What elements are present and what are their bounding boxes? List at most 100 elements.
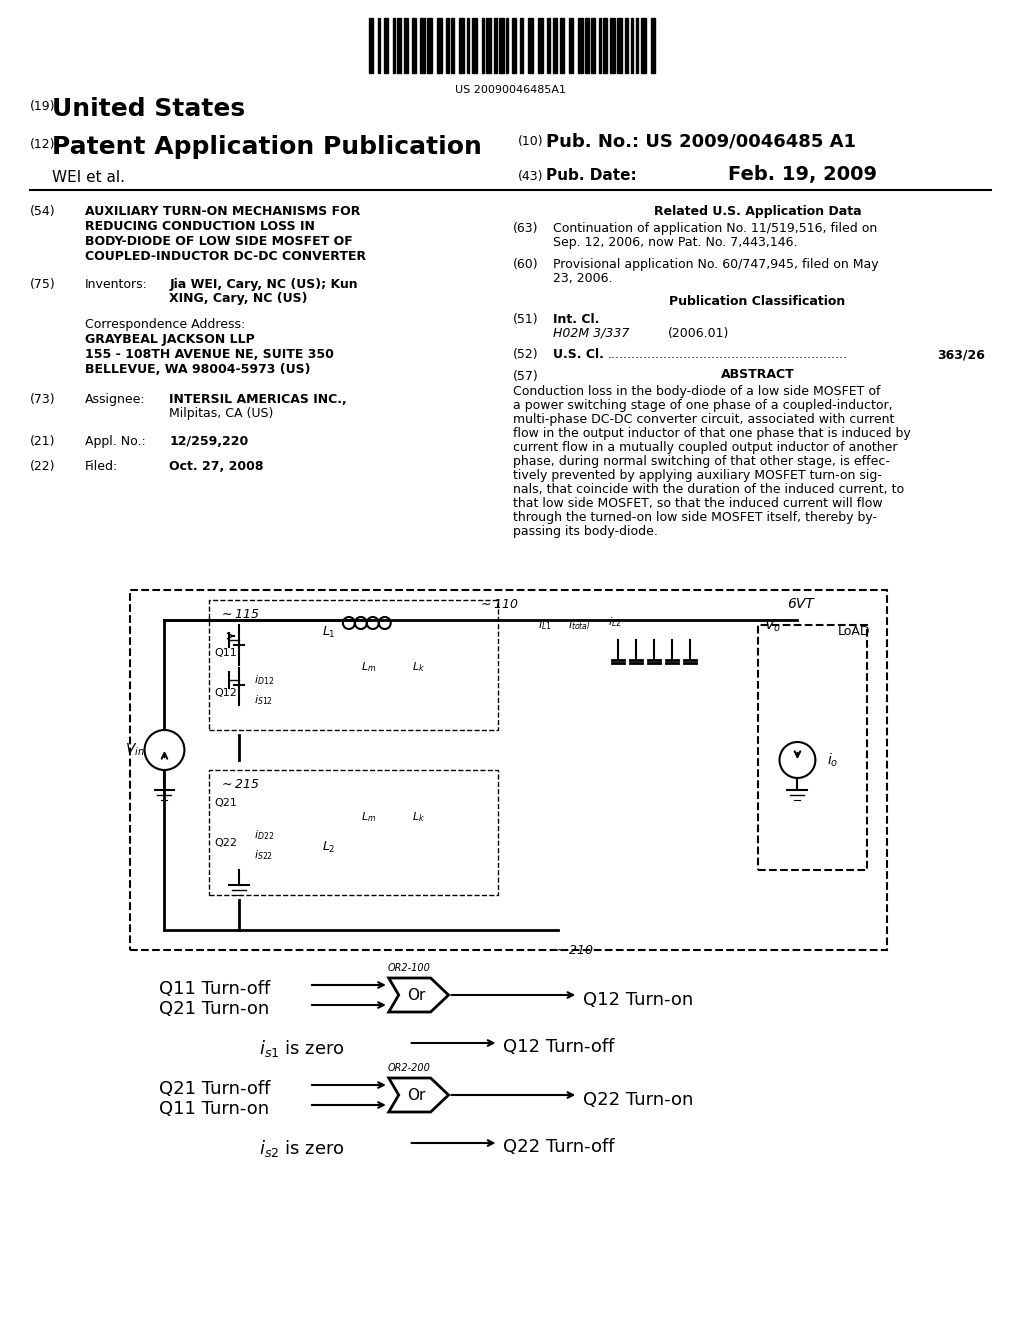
Text: Appl. No.:: Appl. No.:: [85, 436, 145, 447]
Bar: [467, 18, 469, 73]
Text: Milpitas, CA (US): Milpitas, CA (US): [169, 407, 273, 420]
Text: tively prevented by applying auxiliary MOSFET turn-on sig-: tively prevented by applying auxiliary M…: [513, 469, 883, 482]
Bar: [631, 18, 633, 73]
Text: Assignee:: Assignee:: [85, 393, 145, 407]
Text: multi-phase DC-DC converter circuit, associated with current: multi-phase DC-DC converter circuit, ass…: [513, 413, 895, 426]
Text: Or: Or: [408, 1088, 426, 1102]
Bar: [636, 18, 638, 73]
Text: Filed:: Filed:: [85, 459, 118, 473]
Text: (54): (54): [30, 205, 55, 218]
Text: (63): (63): [513, 222, 539, 235]
Text: U.S. Cl.: U.S. Cl.: [553, 348, 604, 360]
Text: $\mathregular{\sim}$115: $\mathregular{\sim}$115: [219, 609, 260, 620]
Text: $i_{D22}$: $i_{D22}$: [254, 828, 274, 842]
Text: 23, 2006.: 23, 2006.: [553, 272, 612, 285]
Text: $\sim$210: $\sim$210: [553, 944, 594, 957]
Bar: [393, 18, 394, 73]
Circle shape: [779, 742, 815, 777]
Bar: [528, 18, 534, 73]
Text: 363/26: 363/26: [937, 348, 985, 360]
Text: H02M 3/337: H02M 3/337: [553, 327, 630, 341]
Text: LoAD: LoAD: [838, 624, 869, 638]
Text: Q11 Turn-on: Q11 Turn-on: [160, 1100, 269, 1118]
Bar: [569, 18, 573, 73]
Bar: [396, 18, 400, 73]
Text: Q12: Q12: [214, 688, 238, 698]
Text: $L_2$: $L_2$: [323, 840, 336, 855]
Text: (43): (43): [518, 170, 544, 183]
Bar: [539, 18, 544, 73]
Text: $L_m$: $L_m$: [361, 810, 377, 824]
Text: (52): (52): [513, 348, 539, 360]
Text: Pub. No.: US 2009/0046485 A1: Pub. No.: US 2009/0046485 A1: [546, 132, 856, 150]
Circle shape: [144, 730, 184, 770]
Text: $L_k$: $L_k$: [413, 810, 425, 824]
Bar: [412, 18, 416, 73]
Text: BELLEVUE, WA 98004-5973 (US): BELLEVUE, WA 98004-5973 (US): [85, 363, 310, 376]
Text: Q21: Q21: [214, 799, 238, 808]
Text: Inventors:: Inventors:: [85, 279, 147, 290]
Text: (73): (73): [30, 393, 55, 407]
Text: OR2-100: OR2-100: [387, 964, 430, 973]
Bar: [547, 18, 550, 73]
Text: (22): (22): [30, 459, 55, 473]
Text: Sep. 12, 2006, now Pat. No. 7,443,146.: Sep. 12, 2006, now Pat. No. 7,443,146.: [553, 236, 798, 249]
Bar: [758, 624, 867, 870]
Bar: [591, 18, 595, 73]
Text: BODY-DIODE OF LOW SIDE MOSFET OF: BODY-DIODE OF LOW SIDE MOSFET OF: [85, 235, 352, 248]
Bar: [369, 18, 373, 73]
Bar: [209, 601, 499, 730]
Text: $V_o$: $V_o$: [764, 618, 781, 635]
Text: Jia WEI, Cary, NC (US); Kun: Jia WEI, Cary, NC (US); Kun: [169, 279, 358, 290]
Text: 155 - 108TH AVENUE NE, SUITE 350: 155 - 108TH AVENUE NE, SUITE 350: [85, 348, 334, 360]
Text: Q12 Turn-on: Q12 Turn-on: [583, 991, 693, 1008]
Text: $i_{L1}$: $i_{L1}$: [539, 618, 552, 632]
Text: Conduction loss in the body-diode of a low side MOSFET of: Conduction loss in the body-diode of a l…: [513, 385, 881, 399]
Text: Correspondence Address:: Correspondence Address:: [85, 318, 245, 331]
Text: that low side MOSFET, so that the induced current will flow: that low side MOSFET, so that the induce…: [513, 498, 883, 510]
Bar: [625, 18, 628, 73]
Text: Q12 Turn-off: Q12 Turn-off: [504, 1038, 614, 1056]
Text: (57): (57): [513, 370, 539, 383]
Text: $V_{in}$: $V_{in}$: [125, 742, 144, 758]
Text: a power switching stage of one phase of a coupled-inductor,: a power switching stage of one phase of …: [513, 399, 893, 412]
Bar: [403, 18, 408, 73]
Text: $L_k$: $L_k$: [413, 660, 425, 673]
Text: AUXILIARY TURN-ON MECHANISMS FOR: AUXILIARY TURN-ON MECHANISMS FOR: [85, 205, 360, 218]
Text: (12): (12): [30, 139, 55, 150]
Text: GRAYBEAL JACKSON LLP: GRAYBEAL JACKSON LLP: [85, 333, 255, 346]
Text: phase, during normal switching of that other stage, is effec-: phase, during normal switching of that o…: [513, 455, 890, 469]
Text: Continuation of application No. 11/519,516, filed on: Continuation of application No. 11/519,5…: [553, 222, 878, 235]
Text: $i_{L2}$: $i_{L2}$: [608, 615, 622, 628]
Bar: [459, 18, 464, 73]
Text: ABSTRACT: ABSTRACT: [721, 368, 795, 381]
Text: 6VT: 6VT: [787, 597, 814, 611]
Text: REDUCING CONDUCTION LOSS IN: REDUCING CONDUCTION LOSS IN: [85, 220, 314, 234]
Bar: [599, 18, 601, 73]
Text: $i_{total}$: $i_{total}$: [568, 618, 591, 632]
Bar: [420, 18, 425, 73]
Text: current flow in a mutually coupled output inductor of another: current flow in a mutually coupled outpu…: [513, 441, 898, 454]
Bar: [553, 18, 557, 73]
Text: $i_{s2}$ is zero: $i_{s2}$ is zero: [259, 1138, 345, 1159]
Text: Patent Application Publication: Patent Application Publication: [52, 135, 481, 158]
Text: (10): (10): [518, 135, 544, 148]
Bar: [445, 18, 449, 73]
Text: Q22 Turn-off: Q22 Turn-off: [504, 1138, 614, 1156]
Text: Q21 Turn-off: Q21 Turn-off: [160, 1080, 271, 1098]
Text: $\mathregular{\sim}$110: $\mathregular{\sim}$110: [478, 598, 519, 611]
Text: Feb. 19, 2009: Feb. 19, 2009: [728, 165, 877, 183]
Text: (21): (21): [30, 436, 55, 447]
Text: INTERSIL AMERICAS INC.,: INTERSIL AMERICAS INC.,: [169, 393, 347, 407]
Text: XING, Cary, NC (US): XING, Cary, NC (US): [169, 292, 308, 305]
Text: nals, that coincide with the duration of the induced current, to: nals, that coincide with the duration of…: [513, 483, 904, 496]
Text: (2006.01): (2006.01): [668, 327, 729, 341]
Text: $i_{S12}$: $i_{S12}$: [254, 693, 273, 708]
Text: OR2-200: OR2-200: [387, 1063, 430, 1073]
Text: Provisional application No. 60/747,945, filed on May: Provisional application No. 60/747,945, …: [553, 257, 879, 271]
Text: $i_o$: $i_o$: [827, 751, 839, 768]
Text: Or: Or: [408, 987, 426, 1002]
Text: (51): (51): [513, 313, 539, 326]
Bar: [378, 18, 380, 73]
Text: Q11: Q11: [214, 648, 238, 657]
